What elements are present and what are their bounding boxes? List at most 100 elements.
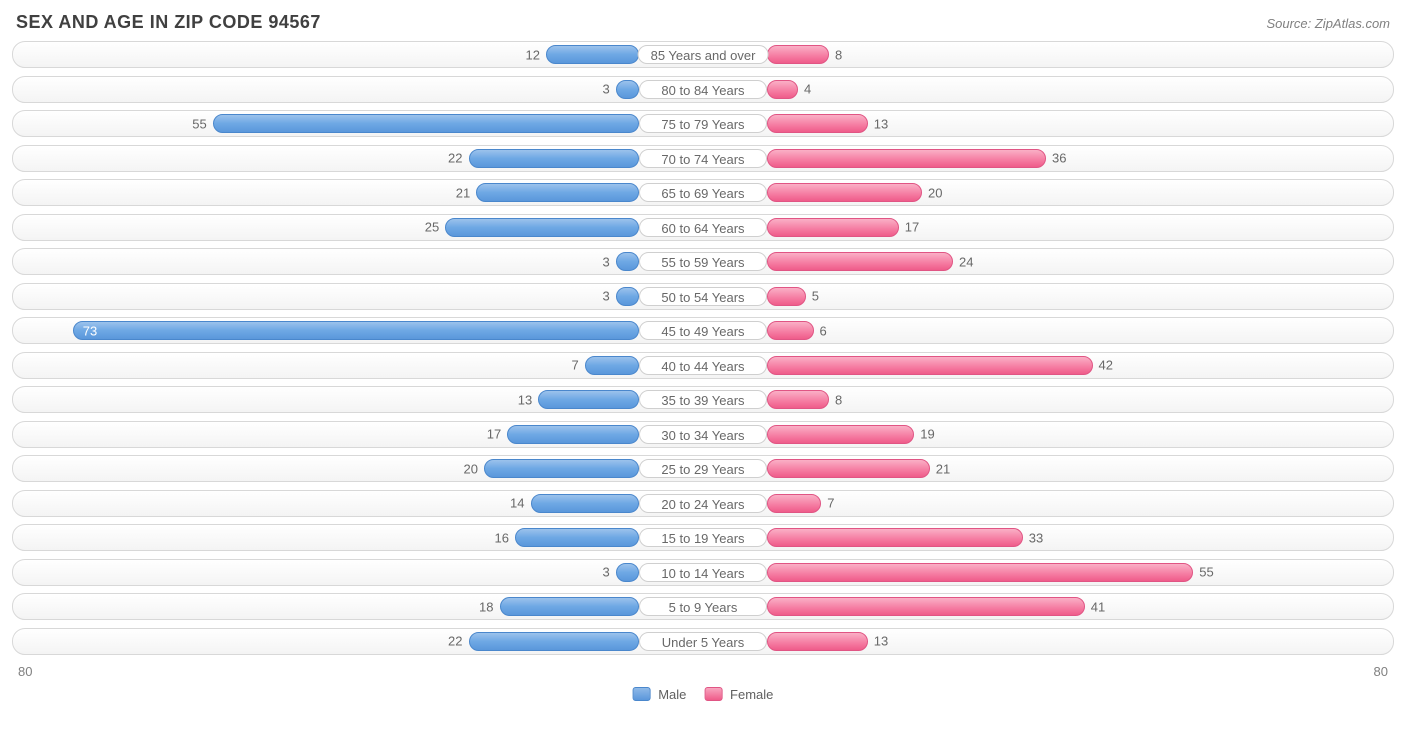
male-bar xyxy=(616,80,639,99)
female-bar xyxy=(767,459,930,478)
chart-title: SEX AND AGE IN ZIP CODE 94567 xyxy=(16,12,321,33)
legend-male-label: Male xyxy=(658,687,686,702)
age-label: 70 to 74 Years xyxy=(639,149,767,168)
male-bar xyxy=(538,390,639,409)
age-label: 60 to 64 Years xyxy=(639,218,767,237)
age-row: 3 4 80 to 84 Years xyxy=(12,76,1394,103)
female-value: 19 xyxy=(920,427,934,442)
male-bar xyxy=(500,597,640,616)
age-row: 3 5 50 to 54 Years xyxy=(12,283,1394,310)
x-axis: 80 80 xyxy=(12,662,1394,679)
male-value: 12 xyxy=(526,47,540,62)
female-bar xyxy=(767,287,806,306)
male-value: 13 xyxy=(518,392,532,407)
age-row: 32455 to 59 Years xyxy=(12,248,1394,275)
legend: Male Female xyxy=(633,687,774,702)
male-value: 25 xyxy=(425,220,439,235)
female-bar xyxy=(767,183,922,202)
male-bar xyxy=(616,287,639,306)
male-swatch-icon xyxy=(633,687,651,701)
male-value: 3 xyxy=(603,82,610,97)
male-value: 73 xyxy=(83,323,97,338)
age-row: 202125 to 29 Years xyxy=(12,455,1394,482)
female-bar xyxy=(767,252,953,271)
female-value: 4 xyxy=(804,82,811,97)
female-bar xyxy=(767,390,829,409)
age-row: 73 6 45 to 49 Years xyxy=(12,317,1394,344)
age-label: 50 to 54 Years xyxy=(639,287,767,306)
age-label: 40 to 44 Years xyxy=(639,356,767,375)
male-bar xyxy=(73,321,639,340)
age-label: 45 to 49 Years xyxy=(639,321,767,340)
female-bar xyxy=(767,80,798,99)
age-row: 212065 to 69 Years xyxy=(12,179,1394,206)
male-bar xyxy=(585,356,639,375)
female-bar xyxy=(767,356,1093,375)
age-row: 13 8 35 to 39 Years xyxy=(12,386,1394,413)
female-value: 41 xyxy=(1091,599,1105,614)
age-label: 85 Years and over xyxy=(638,45,769,64)
age-row: 22 13 Under 5 Years xyxy=(12,628,1394,655)
age-row: 22 36 70 to 74 Years xyxy=(12,145,1394,172)
female-swatch-icon xyxy=(704,687,722,701)
male-bar xyxy=(469,149,640,168)
female-value: 42 xyxy=(1099,358,1113,373)
male-bar xyxy=(445,218,639,237)
female-value: 55 xyxy=(1199,565,1213,580)
male-value: 22 xyxy=(448,151,462,166)
age-label: Under 5 Years xyxy=(639,632,767,651)
female-bar xyxy=(767,597,1085,616)
age-label: 5 to 9 Years xyxy=(639,597,767,616)
age-row: 35510 to 14 Years xyxy=(12,559,1394,586)
male-bar xyxy=(531,494,640,513)
male-bar xyxy=(469,632,640,651)
female-bar xyxy=(767,45,829,64)
female-value: 8 xyxy=(835,47,842,62)
female-value: 33 xyxy=(1029,530,1043,545)
female-bar xyxy=(767,218,899,237)
male-value: 17 xyxy=(487,427,501,442)
female-value: 21 xyxy=(936,461,950,476)
female-bar xyxy=(767,114,868,133)
male-value: 14 xyxy=(510,496,524,511)
legend-female-label: Female xyxy=(730,687,773,702)
male-bar xyxy=(476,183,639,202)
male-value: 3 xyxy=(603,254,610,269)
female-value: 17 xyxy=(905,220,919,235)
age-row: 14 7 20 to 24 Years xyxy=(12,490,1394,517)
axis-max-right: 80 xyxy=(1374,664,1388,679)
age-row: 163315 to 19 Years xyxy=(12,524,1394,551)
male-bar xyxy=(546,45,639,64)
age-label: 55 to 59 Years xyxy=(639,252,767,271)
age-label: 65 to 69 Years xyxy=(639,183,767,202)
age-label: 80 to 84 Years xyxy=(639,80,767,99)
diverging-bar-chart: 12885 Years and over3480 to 84 Years5513… xyxy=(12,41,1394,655)
female-value: 5 xyxy=(812,289,819,304)
female-value: 13 xyxy=(874,634,888,649)
female-bar xyxy=(767,494,821,513)
age-label: 20 to 24 Years xyxy=(639,494,767,513)
female-bar xyxy=(767,149,1046,168)
age-row: 551375 to 79 Years xyxy=(12,110,1394,137)
chart-footer: 80 80 Male Female xyxy=(12,662,1394,684)
age-row: 25 17 60 to 64 Years xyxy=(12,214,1394,241)
male-value: 3 xyxy=(603,289,610,304)
age-label: 30 to 34 Years xyxy=(639,425,767,444)
female-bar xyxy=(767,563,1193,582)
male-value: 20 xyxy=(464,461,478,476)
female-bar xyxy=(767,632,868,651)
female-value: 6 xyxy=(820,323,827,338)
age-label: 75 to 79 Years xyxy=(639,114,767,133)
age-label: 35 to 39 Years xyxy=(639,390,767,409)
female-value: 36 xyxy=(1052,151,1066,166)
male-bar xyxy=(213,114,639,133)
male-value: 16 xyxy=(495,530,509,545)
male-value: 3 xyxy=(603,565,610,580)
female-value: 7 xyxy=(827,496,834,511)
male-value: 22 xyxy=(448,634,462,649)
male-bar xyxy=(507,425,639,444)
female-value: 8 xyxy=(835,392,842,407)
female-bar xyxy=(767,425,914,444)
age-row: 17 19 30 to 34 Years xyxy=(12,421,1394,448)
male-value: 55 xyxy=(192,116,206,131)
